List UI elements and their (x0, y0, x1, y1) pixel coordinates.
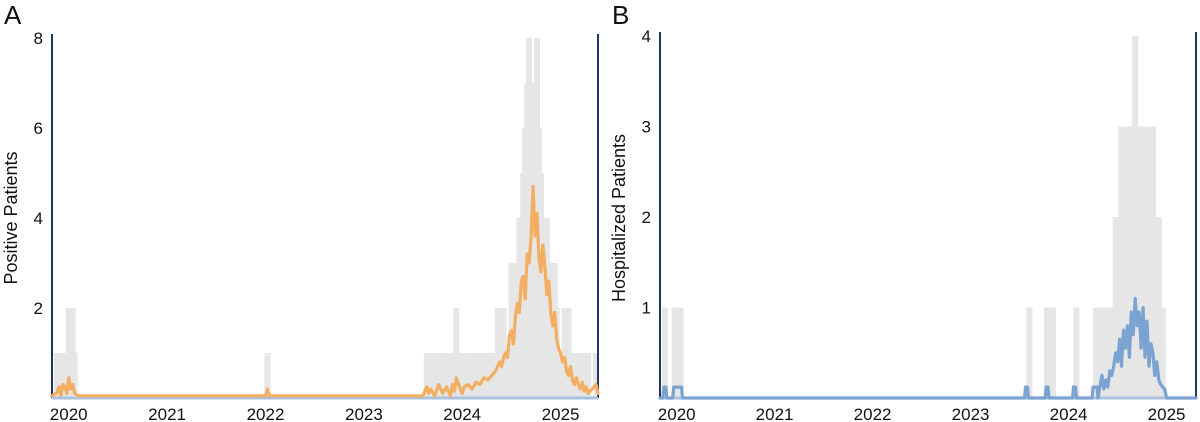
panel-b-y-tick-label: 1 (642, 299, 651, 318)
panel-a-axes (51, 34, 599, 400)
panel-a-count-bar (264, 353, 271, 398)
panel-a-count-bar (482, 353, 489, 398)
panel-a-count-bar (461, 353, 468, 398)
panel-a-count-bar (449, 353, 456, 398)
panel-a-count-bar (471, 353, 477, 398)
panel-b-count-bar (1044, 307, 1051, 398)
panel-a-count-bar (475, 353, 481, 398)
panel-b-count-bar (677, 307, 684, 398)
panel-a-x-ticks: 2020 2021 2022 2023 2024 2025 (50, 405, 580, 422)
panel-a-y-tick-label: 6 (34, 119, 43, 138)
panel-a-x-tick-label: 2020 (50, 405, 88, 422)
panel-b-count-bar (1073, 307, 1080, 398)
panel-a-y-tick-label: 8 (34, 29, 43, 48)
panel-b-x-tick-label: 2024 (1050, 405, 1088, 422)
panel-b-count-bar (1159, 307, 1166, 398)
panel-a-count-bar (593, 353, 599, 398)
panel-a-label: A (4, 0, 22, 30)
panel-b-x-tick-label: 2022 (854, 405, 892, 422)
panel-b-count-bar (1112, 217, 1119, 398)
panel-b-y-tick-label: 2 (642, 208, 651, 227)
panel-b-x-tick-label: 2023 (952, 405, 990, 422)
panel-a-count-bar (494, 308, 501, 398)
panel-b-ylabel: Hospitalized Patients (609, 134, 629, 302)
panel-a-smoothed-line (50, 184, 600, 398)
panel-a-raw-bars (53, 38, 599, 398)
panel-a-count-bar (433, 353, 440, 398)
panel-b-x-tick-label: 2021 (756, 405, 794, 422)
panel-b-x-ticks: 2020 2021 2022 2023 2024 2025 (658, 405, 1186, 422)
panel-a-smoothed-series (50, 184, 600, 398)
panel-a-x-tick-label: 2025 (542, 405, 580, 422)
panel-b-raw-bars (661, 36, 1166, 398)
panel-a-x-tick-label: 2024 (443, 405, 481, 422)
panel-a-y-tick-label: 4 (34, 209, 43, 228)
panel-b-count-bar (1106, 307, 1113, 398)
panel-a-x-tick-label: 2021 (148, 405, 186, 422)
panel-a-count-bar (453, 308, 460, 398)
panel-a-ylabel: Positive Patients (1, 151, 21, 284)
panel-b-count-bar (1095, 307, 1101, 398)
panel-b-count-bar (1026, 307, 1033, 398)
panel-b-y-ticks: 1 2 3 4 (642, 27, 651, 318)
panel-a-count-bar (585, 353, 592, 398)
panel-b-label: B (612, 0, 629, 30)
panel-a-count-bar (441, 353, 448, 398)
panel-b-x-tick-label: 2025 (1148, 405, 1186, 422)
panel-b-count-bar (661, 307, 668, 398)
panel-a-y-tick-label: 2 (34, 299, 43, 318)
panel-a-count-bar (55, 353, 62, 398)
panel-b-y-tick-label: 3 (642, 118, 651, 137)
panel-b-smoothed-series (658, 296, 1198, 400)
panel-b-count-bar (1049, 307, 1056, 398)
panel-a-count-bar (71, 353, 78, 398)
panel-b-count-bar (1102, 307, 1109, 398)
panel-b-y-tick-label: 4 (642, 27, 651, 46)
panel-a-count-bar (425, 353, 432, 398)
panel-a-count-bar (478, 353, 485, 398)
panel-b-smoothed-line (658, 296, 1198, 400)
panel-a-x-tick-label: 2022 (247, 405, 285, 422)
panel-b-x-tick-label: 2020 (658, 405, 696, 422)
panel-a-y-ticks: 2 4 6 8 (34, 29, 43, 318)
panel-a-x-tick-label: 2023 (345, 405, 383, 422)
